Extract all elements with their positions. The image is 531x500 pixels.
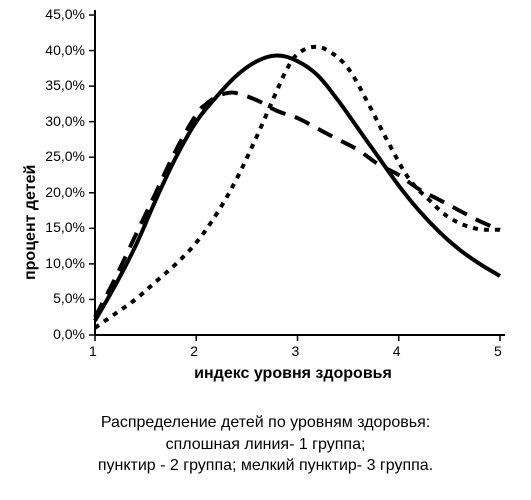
- y-tick-label: 0,0%: [53, 326, 85, 342]
- y-tick-label: 40,0%: [45, 42, 85, 58]
- series-group3_fine_dash: [95, 47, 500, 328]
- y-tick-label: 20,0%: [45, 184, 85, 200]
- x-tick-label: 4: [393, 343, 401, 359]
- y-tick-label: 30,0%: [45, 113, 85, 129]
- y-tick-label: 35,0%: [45, 77, 85, 93]
- x-tick-label: 1: [89, 343, 97, 359]
- x-tick-label: 3: [292, 343, 300, 359]
- caption-line-2: сплошная линия- 1 группа;: [0, 434, 531, 456]
- chart-caption: Распределение детей по уровням здоровья:…: [0, 412, 531, 477]
- caption-line-3: пунктир - 2 группа; мелкий пунктир- 3 гр…: [0, 455, 531, 477]
- y-tick-label: 5,0%: [53, 290, 85, 306]
- y-axis-label: процент детей: [22, 165, 40, 280]
- series-group1_solid: [95, 56, 500, 321]
- y-tick-label: 15,0%: [45, 219, 85, 235]
- x-axis-label: индекс уровня здоровья: [0, 365, 531, 383]
- x-tick-label: 5: [494, 343, 502, 359]
- y-tick-label: 25,0%: [45, 148, 85, 164]
- y-tick-label: 45,0%: [45, 6, 85, 22]
- x-tick-label: 2: [190, 343, 198, 359]
- y-tick-label: 10,0%: [45, 255, 85, 271]
- caption-line-1: Распределение детей по уровням здоровья:: [0, 412, 531, 434]
- page-root: { "chart": { "type": "line", "canvas": {…: [0, 0, 531, 500]
